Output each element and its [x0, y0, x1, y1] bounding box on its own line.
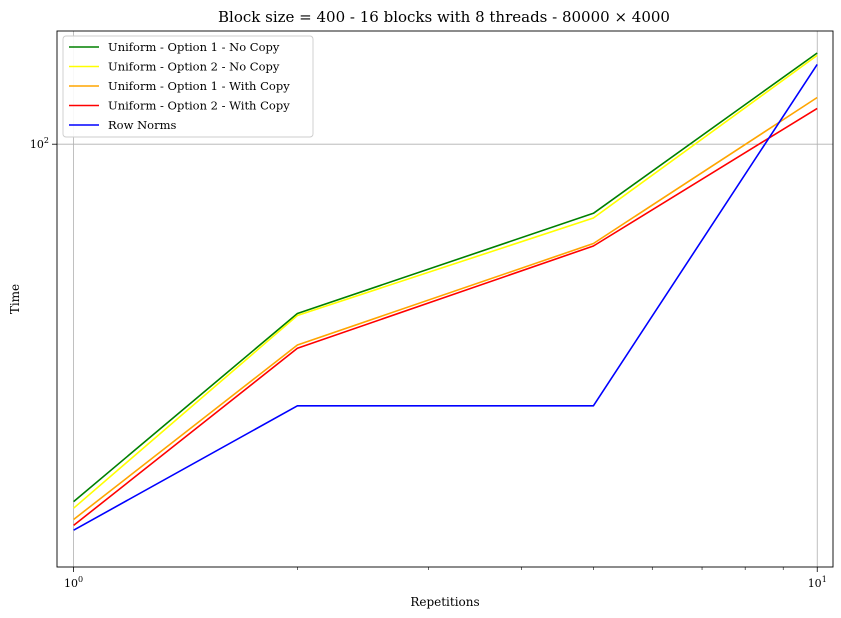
axis-ticks: 100 101 102 [30, 136, 827, 590]
series-line-2 [73, 54, 818, 509]
legend: Uniform - Option 1 - No Copy Uniform - Op… [62, 35, 314, 138]
series-line-1 [73, 52, 818, 503]
series-line-3 [73, 96, 818, 521]
plot-frame [56, 30, 834, 568]
y-tick-label-0: 102 [30, 136, 49, 151]
legend-label-5: Row Norms [108, 118, 176, 132]
x-tick-label-1: 101 [808, 575, 827, 590]
x-axis-label: Repetitions [410, 595, 479, 609]
legend-label-4: Uniform - Option 2 - With Copy [108, 99, 290, 113]
series-line-4 [73, 107, 818, 527]
legend-label-3: Uniform - Option 1 - With Copy [108, 79, 290, 93]
chart-title: Block size = 400 - 16 blocks with 8 thre… [218, 8, 670, 26]
legend-label-1: Uniform - Option 1 - No Copy [108, 40, 280, 54]
series-line-5 [73, 63, 818, 531]
y-axis-label: Time [8, 284, 22, 314]
x-tick-label-0: 100 [64, 575, 83, 590]
series-lines [73, 52, 818, 531]
legend-box [62, 35, 314, 138]
legend-label-2: Uniform - Option 2 - No Copy [108, 60, 280, 74]
